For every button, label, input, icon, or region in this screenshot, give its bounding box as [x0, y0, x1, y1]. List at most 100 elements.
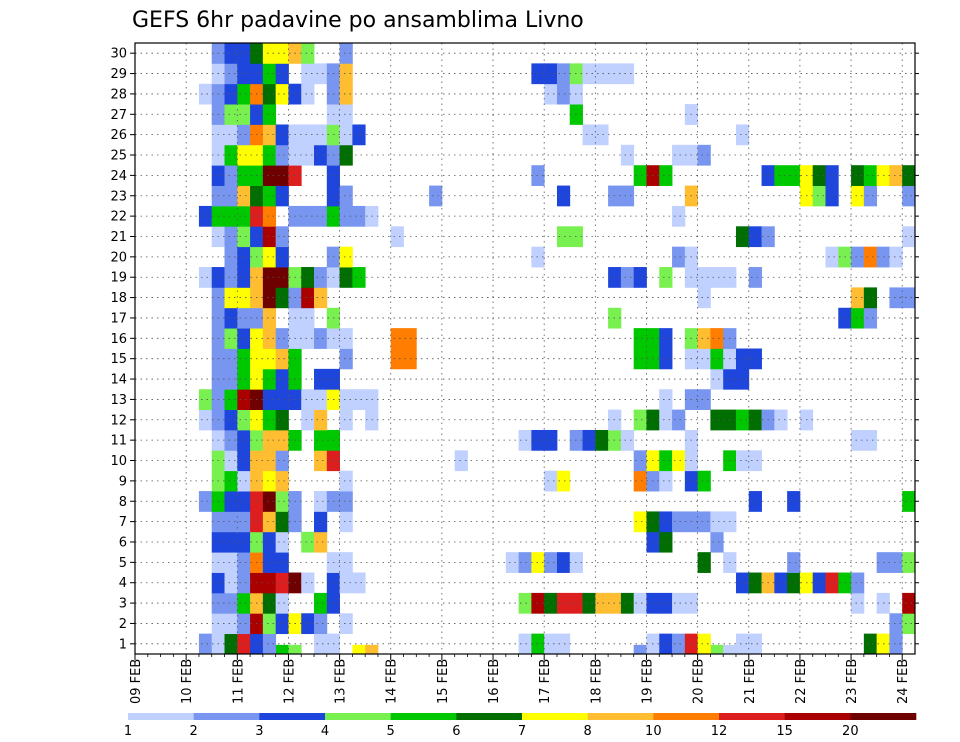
heatmap-cell: [812, 165, 826, 186]
heatmap-cell: [224, 287, 238, 309]
heatmap-cell: [544, 429, 558, 451]
heatmap-cell: [237, 368, 251, 390]
heatmap-cell: [851, 246, 865, 268]
legend-label: 20: [842, 724, 859, 739]
heatmap-cell: [390, 348, 404, 370]
heatmap-cell: [314, 450, 328, 472]
heatmap-cell: [314, 592, 328, 614]
heatmap-cell: [237, 328, 251, 349]
legend-swatch: [193, 713, 260, 720]
heatmap-cell: [237, 287, 251, 309]
legend-swatch: [522, 713, 588, 720]
heatmap-cell: [262, 307, 277, 329]
x-tick-label: 22 FEB: [794, 659, 809, 704]
heatmap-cell: [237, 409, 251, 431]
heatmap-cell: [262, 511, 277, 533]
heatmap-cell: [863, 246, 878, 268]
heatmap-cell: [556, 63, 571, 85]
heatmap-cell: [697, 287, 711, 309]
heatmap-cell: [633, 409, 647, 431]
heatmap-cell: [889, 287, 903, 309]
heatmap-cell: [237, 633, 251, 655]
heatmap-cell: [339, 43, 353, 64]
y-tick-label: 8: [119, 495, 127, 510]
heatmap-cell: [224, 572, 238, 594]
heatmap-cell: [262, 450, 277, 472]
heatmap-cell: [301, 287, 315, 309]
legend-swatch: [259, 713, 326, 720]
heatmap-cell: [224, 205, 238, 227]
heatmap-cell: [224, 409, 238, 431]
heatmap-cell: [365, 644, 379, 655]
x-tick-label: 11 FEB: [231, 659, 246, 704]
heatmap-cell: [339, 144, 353, 166]
heatmap-cell: [314, 613, 328, 635]
heatmap-cell: [518, 633, 532, 655]
heatmap-cell: [556, 552, 571, 573]
heatmap-cell: [851, 287, 865, 309]
heatmap-cell: [224, 531, 238, 553]
heatmap-cell: [748, 409, 762, 431]
heatmap-cell: [275, 165, 289, 186]
heatmap-cell: [262, 185, 277, 207]
heatmap-cell: [339, 389, 353, 410]
heatmap-cell: [275, 389, 289, 410]
heatmap-cell: [339, 124, 353, 146]
heatmap-cell: [301, 267, 315, 288]
heatmap-cell: [659, 165, 673, 186]
heatmap-cell: [275, 226, 289, 248]
heatmap-cell: [339, 328, 353, 349]
heatmap-cell: [301, 205, 315, 227]
heatmap-cell: [556, 470, 571, 492]
heatmap-cell: [262, 389, 277, 410]
heatmap-cell: [518, 592, 532, 614]
x-tick-label: 12 FEB: [282, 659, 297, 704]
y-tick-label: 13: [110, 393, 127, 408]
y-tick-label: 14: [110, 373, 127, 388]
heatmap-cell: [659, 592, 673, 614]
heatmap-cell: [902, 552, 916, 573]
heatmap-cell: [314, 267, 328, 288]
heatmap-cell: [710, 328, 724, 349]
heatmap-cell: [275, 287, 289, 309]
heatmap-cell: [224, 389, 238, 410]
heatmap-cell: [902, 226, 916, 248]
heatmap-cell: [505, 552, 520, 573]
heatmap-cell: [633, 348, 647, 370]
heatmap-cell: [748, 572, 762, 594]
x-tick-label: 14 FEB: [385, 659, 400, 704]
heatmap-cell: [697, 552, 711, 573]
y-tick-label: 27: [110, 108, 127, 123]
heatmap-cell: [620, 267, 635, 288]
x-tick-label: 17 FEB: [538, 659, 553, 704]
heatmap-cell: [237, 104, 251, 125]
heatmap-cell: [710, 348, 724, 370]
heatmap-cell: [851, 165, 865, 186]
y-tick-label: 10: [110, 454, 127, 469]
y-tick-label: 5: [119, 556, 127, 571]
heatmap-cell: [275, 409, 289, 431]
legend-label: 15: [776, 724, 793, 739]
heatmap-cell: [889, 246, 903, 268]
heatmap-cell: [224, 226, 238, 248]
heatmap-cell: [262, 491, 277, 512]
heatmap-cell: [275, 185, 289, 207]
heatmap-cell: [339, 552, 353, 573]
grid-layer: [134, 43, 915, 654]
y-tick-label: 18: [110, 291, 127, 306]
heatmap-cell: [224, 246, 238, 268]
heatmap-cell: [237, 450, 251, 472]
x-tick-label: 20 FEB: [692, 659, 707, 704]
y-tick-label: 17: [110, 311, 127, 326]
heatmap-cell: [314, 491, 328, 512]
heatmap-cell: [224, 491, 238, 512]
legend-swatch: [850, 713, 917, 720]
heatmap-cell: [863, 307, 878, 329]
heatmap-cell: [262, 124, 277, 146]
y-tick-label: 3: [119, 597, 127, 612]
heatmap-cell: [275, 348, 289, 370]
heatmap-cell: [339, 613, 353, 635]
heatmap-cell: [275, 552, 289, 573]
heatmap-cell: [429, 185, 443, 207]
x-axis: 09 FEB 10 FEB 11 FEB 12 FEB 13 FEB 14 FEB 15 F…: [129, 654, 911, 704]
